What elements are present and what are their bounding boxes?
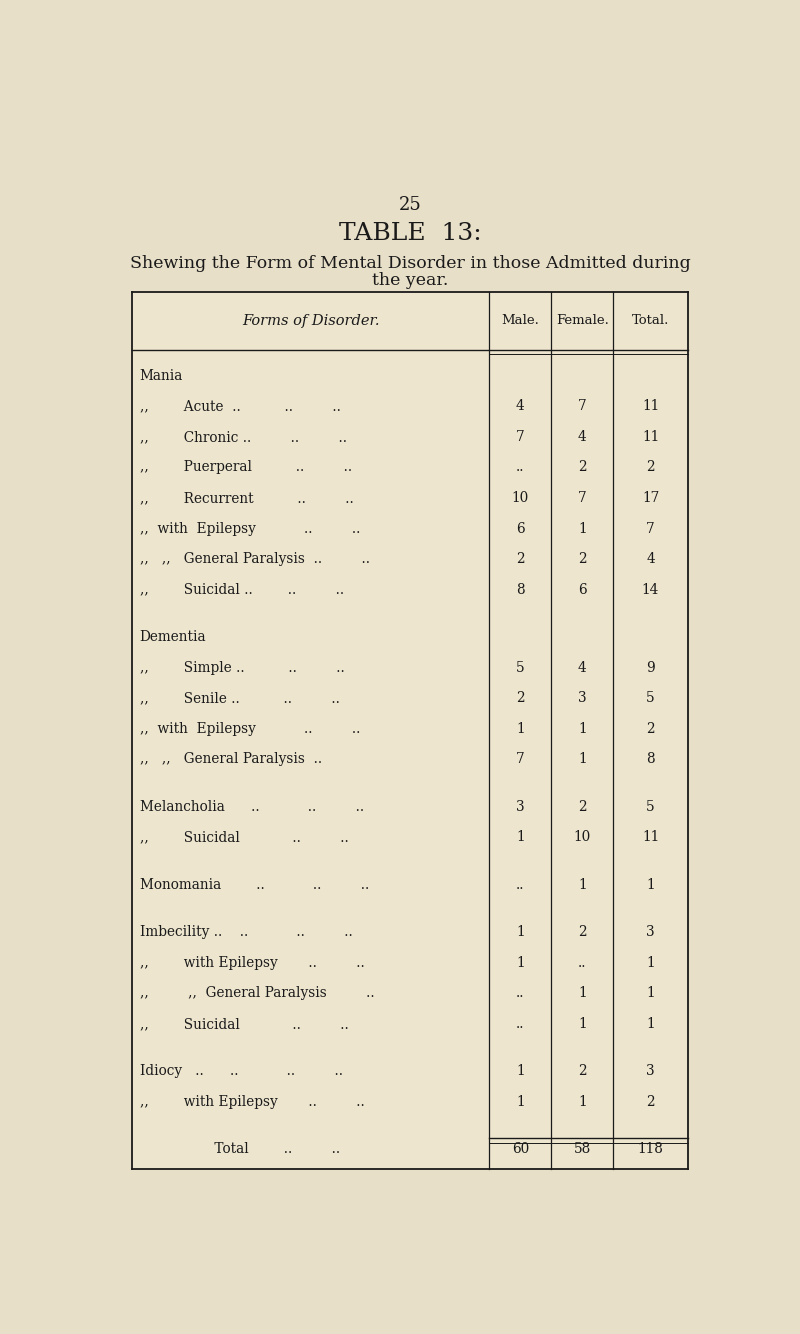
Text: 6: 6 [578,583,586,596]
Text: ,,        Suicidal            ..         ..: ,, Suicidal .. .. [140,830,349,844]
Text: 3: 3 [516,800,525,814]
Text: 4: 4 [516,399,525,414]
Text: 5: 5 [516,660,525,675]
Text: 58: 58 [574,1142,591,1157]
Text: ,,  with  Epilepsy           ..         ..: ,, with Epilepsy .. .. [140,722,360,736]
Text: Monomania        ..           ..         ..: Monomania .. .. .. [140,878,369,892]
Text: 7: 7 [516,430,525,444]
Text: ..: .. [516,460,525,475]
Text: 2: 2 [516,552,525,566]
Text: 4: 4 [646,552,655,566]
Text: 1: 1 [516,1065,525,1078]
Text: 2: 2 [578,1065,586,1078]
Text: 1: 1 [578,1095,586,1109]
Text: 11: 11 [642,399,659,414]
Text: Idiocy   ..      ..           ..         ..: Idiocy .. .. .. .. [140,1065,342,1078]
Text: 7: 7 [578,491,586,506]
Text: 6: 6 [516,522,525,535]
Text: ,,        with Epilepsy       ..         ..: ,, with Epilepsy .. .. [140,1095,365,1109]
Text: Total        ..         ..: Total .. .. [140,1142,340,1157]
Text: ..: .. [516,986,525,1000]
Text: 1: 1 [646,878,655,892]
Text: 60: 60 [512,1142,529,1157]
Text: 8: 8 [516,583,525,596]
Text: 1: 1 [646,955,655,970]
Text: 1: 1 [516,926,525,939]
Text: ,,        Suicidal            ..         ..: ,, Suicidal .. .. [140,1017,349,1031]
Text: 1: 1 [578,752,586,766]
Text: Dementia: Dementia [140,630,206,644]
Text: 2: 2 [578,460,586,475]
Text: 1: 1 [578,986,586,1000]
Text: 5: 5 [646,800,655,814]
Text: Imbecility ..    ..           ..         ..: Imbecility .. .. .. .. [140,926,353,939]
Text: ,,        Senile ..          ..         ..: ,, Senile .. .. .. [140,691,339,706]
Text: 118: 118 [638,1142,663,1157]
Text: ,,   ,,   General Paralysis  ..: ,, ,, General Paralysis .. [140,752,322,766]
Text: 1: 1 [578,878,586,892]
Text: ..: .. [516,1017,525,1031]
Text: 9: 9 [646,660,655,675]
Text: 17: 17 [642,491,659,506]
Text: 7: 7 [516,752,525,766]
Text: 1: 1 [578,1017,586,1031]
Text: 1: 1 [516,1095,525,1109]
Text: 4: 4 [578,660,586,675]
Text: Mania: Mania [140,368,183,383]
Text: ,,        Suicidal ..        ..         ..: ,, Suicidal .. .. .. [140,583,344,596]
Bar [132,292,688,1169]
Text: Female.: Female. [556,315,609,327]
Text: 2: 2 [578,800,586,814]
Text: 8: 8 [646,752,655,766]
Text: Forms of Disorder.: Forms of Disorder. [242,313,379,328]
Text: ,,   ,,   General Paralysis  ..         ..: ,, ,, General Paralysis .. .. [140,552,370,566]
Text: 1: 1 [516,722,525,736]
Text: 3: 3 [578,691,586,706]
Text: 7: 7 [578,399,586,414]
Text: ,,         ,,  General Paralysis         ..: ,, ,, General Paralysis .. [140,986,374,1000]
Text: 11: 11 [642,830,659,844]
Text: Melancholia      ..           ..         ..: Melancholia .. .. .. [140,800,364,814]
Text: ,,        Puerperal          ..         ..: ,, Puerperal .. .. [140,460,352,475]
Text: 1: 1 [646,1017,655,1031]
Text: ,,        Acute  ..          ..         ..: ,, Acute .. .. .. [140,399,341,414]
Text: ..: .. [516,878,525,892]
Text: TABLE  13:: TABLE 13: [338,221,482,244]
Text: ,,        Simple ..          ..         ..: ,, Simple .. .. .. [140,660,345,675]
Text: 3: 3 [646,926,655,939]
Text: 2: 2 [578,926,586,939]
Text: 7: 7 [646,522,655,535]
Text: 10: 10 [512,491,529,506]
Text: Total.: Total. [632,315,670,327]
Text: 1: 1 [578,522,586,535]
Text: 2: 2 [578,552,586,566]
Text: 2: 2 [646,722,655,736]
Text: ,,        with Epilepsy       ..         ..: ,, with Epilepsy .. .. [140,955,365,970]
Text: 2: 2 [646,1095,655,1109]
Text: 4: 4 [578,430,586,444]
Text: 1: 1 [646,986,655,1000]
Text: 5: 5 [646,691,655,706]
Text: 2: 2 [516,691,525,706]
Text: Male.: Male. [502,315,539,327]
Text: 1: 1 [516,830,525,844]
Text: 2: 2 [646,460,655,475]
Text: ,,        Chronic ..         ..         ..: ,, Chronic .. .. .. [140,430,346,444]
Text: 1: 1 [578,722,586,736]
Text: 14: 14 [642,583,659,596]
Text: 10: 10 [574,830,591,844]
Text: ..: .. [578,955,586,970]
Text: Shewing the Form of Mental Disorder in those Admitted during: Shewing the Form of Mental Disorder in t… [130,255,690,272]
Text: ,,  with  Epilepsy           ..         ..: ,, with Epilepsy .. .. [140,522,360,535]
Text: the year.: the year. [372,272,448,289]
Text: 1: 1 [516,955,525,970]
Text: 3: 3 [646,1065,655,1078]
Text: 25: 25 [398,196,422,213]
Text: 11: 11 [642,430,659,444]
Text: ,,        Recurrent          ..         ..: ,, Recurrent .. .. [140,491,354,506]
